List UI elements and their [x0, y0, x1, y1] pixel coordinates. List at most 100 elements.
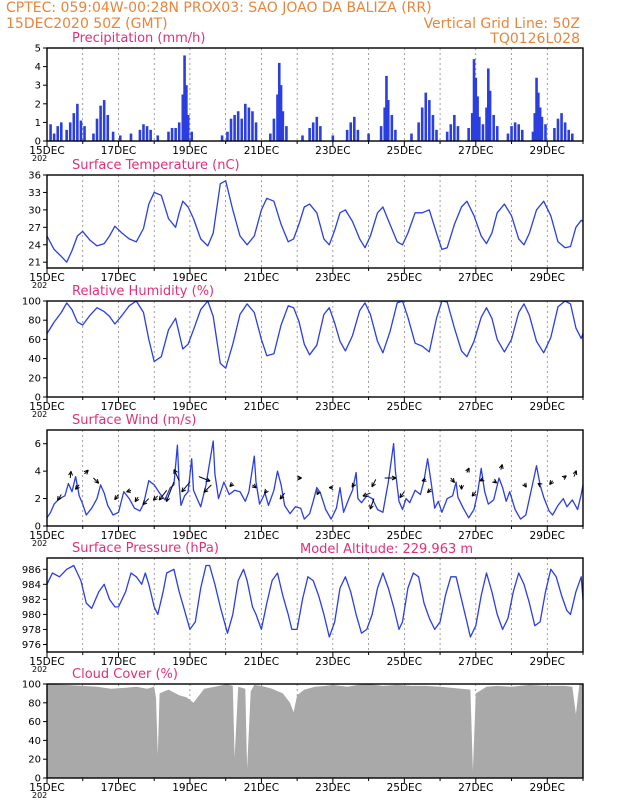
wind-arrow-head	[279, 494, 285, 500]
x-tick-label: 21DEC	[244, 782, 279, 794]
wind-arrow-head	[158, 495, 164, 501]
precip-bar	[488, 90, 492, 141]
precip-bar	[319, 126, 322, 141]
wind-arrow	[181, 481, 191, 493]
precip-bar	[277, 62, 281, 141]
wind-arrow-head	[181, 487, 187, 493]
header-date: 15DEC2020 50Z (GMT)	[6, 16, 168, 32]
y-tick-label: 21	[28, 258, 41, 269]
precip-bar	[276, 94, 279, 141]
precip-bar	[367, 133, 370, 141]
x-tick-label: 15DEC	[29, 145, 64, 157]
wind-arrow-head	[465, 467, 470, 473]
wind-arrow-head	[351, 482, 357, 488]
x-tick-label: 23DEC	[315, 782, 350, 794]
y-tick-label: 986	[22, 565, 41, 576]
y-tick-label: 33	[28, 188, 41, 199]
precip-bar	[476, 96, 479, 141]
x-tick-label: 25DEC	[387, 272, 422, 284]
x-tick-label: 29DEC	[530, 656, 565, 668]
precip-bar	[240, 118, 244, 141]
precip-bar	[538, 107, 542, 141]
precip-bar	[118, 135, 122, 141]
y-tick-label: 100	[22, 297, 41, 308]
year-label: 202	[32, 410, 47, 419]
precip-bar	[111, 131, 115, 141]
x-tick-label: 29DEC	[530, 272, 565, 284]
precip-bar	[533, 113, 537, 141]
wind-arrow-head	[68, 471, 73, 476]
precip-bar	[485, 107, 488, 141]
series-line	[46, 564, 584, 638]
panel-cloud-cover: 0 20 40 60 80 100 15DEC 17DEC 19DEC 21DEC 23DEC 25D…	[22, 667, 584, 800]
x-tick-label: 29DEC	[530, 530, 565, 542]
precip-bar	[185, 85, 188, 141]
precip-bar	[52, 133, 56, 141]
precip-bar	[435, 129, 438, 141]
precip-bar	[177, 122, 181, 141]
precip-bar	[570, 133, 574, 141]
panel-temperature: 21 24 27 30 33 36 15DEC 17DEC 19DEC 21DEC 23DEC 25D…	[28, 158, 584, 290]
y-tick-label: 0	[35, 393, 41, 404]
panel-pressure: 976 978 980 982 984 986 15DEC 17DEC 19DEC 21DEC 23…	[22, 541, 584, 674]
x-tick-label: 17DEC	[101, 401, 136, 413]
year-label: 202	[32, 791, 47, 800]
y-tick-label: 40	[28, 736, 41, 747]
y-tick-label: 4	[35, 62, 41, 73]
precip-bar	[92, 133, 95, 141]
x-tick-label: 27DEC	[458, 530, 493, 542]
precip-bar	[308, 127, 311, 141]
header-location: CPTEC: 059:04W-00:28N PROX03: SAO JOAO D…	[6, 0, 432, 16]
panel-title: Surface Wind (m/s)	[72, 413, 196, 428]
precip-bar	[83, 126, 86, 141]
y-tick-label: 27	[28, 223, 41, 234]
precip-bar	[474, 77, 478, 141]
wind-arrow-head	[522, 482, 527, 488]
precip-bar	[49, 124, 52, 141]
precip-bar	[560, 113, 563, 141]
series-line	[46, 440, 584, 520]
precip-bar	[279, 85, 283, 141]
wind-arrow-head	[57, 495, 62, 501]
x-tick-label: 19DEC	[172, 272, 207, 284]
wind-arrow	[57, 494, 62, 501]
panel-title: Precipitation (mm/h)	[72, 31, 205, 46]
y-tick-label: 5	[35, 44, 41, 55]
precip-bar	[495, 126, 499, 141]
precip-bar	[106, 114, 110, 141]
wind-arrow-head	[362, 492, 368, 497]
precip-bar	[428, 100, 431, 141]
precip-bar	[129, 133, 133, 141]
x-tick-label: 25DEC	[387, 401, 422, 413]
x-tick-label: 21DEC	[244, 656, 279, 668]
precip-bar	[520, 129, 524, 141]
panel-frame	[46, 683, 584, 779]
x-tick-label: 19DEC	[172, 656, 207, 668]
precip-bar	[417, 122, 420, 141]
wind-arrow-head	[229, 482, 235, 487]
wind-arrow-head	[205, 477, 211, 482]
y-tick-label: 24	[28, 240, 41, 251]
x-tick-label: 19DEC	[172, 782, 207, 794]
panel-title: Relative Humidity (%)	[72, 284, 214, 299]
header-model-code: TQ0126L028	[489, 31, 580, 47]
series-line	[46, 180, 584, 263]
wind-arrow-head	[391, 475, 397, 481]
precip-bar	[456, 126, 460, 141]
wind-arrow-head	[251, 483, 257, 489]
y-tick-label: 976	[22, 640, 41, 651]
precip-bar	[183, 55, 186, 141]
x-tick-label: 27DEC	[458, 145, 493, 157]
wind-arrow-head	[126, 488, 131, 493]
y-tick-label: 40	[28, 354, 41, 365]
y-tick-label: 36	[28, 171, 41, 182]
wind-arrow	[371, 479, 377, 488]
y-tick-label: 984	[22, 580, 41, 591]
precip-bar	[383, 107, 386, 141]
precip-bar	[190, 131, 194, 141]
wind-arrow-head	[328, 485, 334, 491]
precip-bar	[379, 126, 383, 141]
precip-bar	[449, 124, 453, 141]
wind-arrow-head	[450, 477, 455, 483]
x-tick-label: 29DEC	[530, 401, 565, 413]
